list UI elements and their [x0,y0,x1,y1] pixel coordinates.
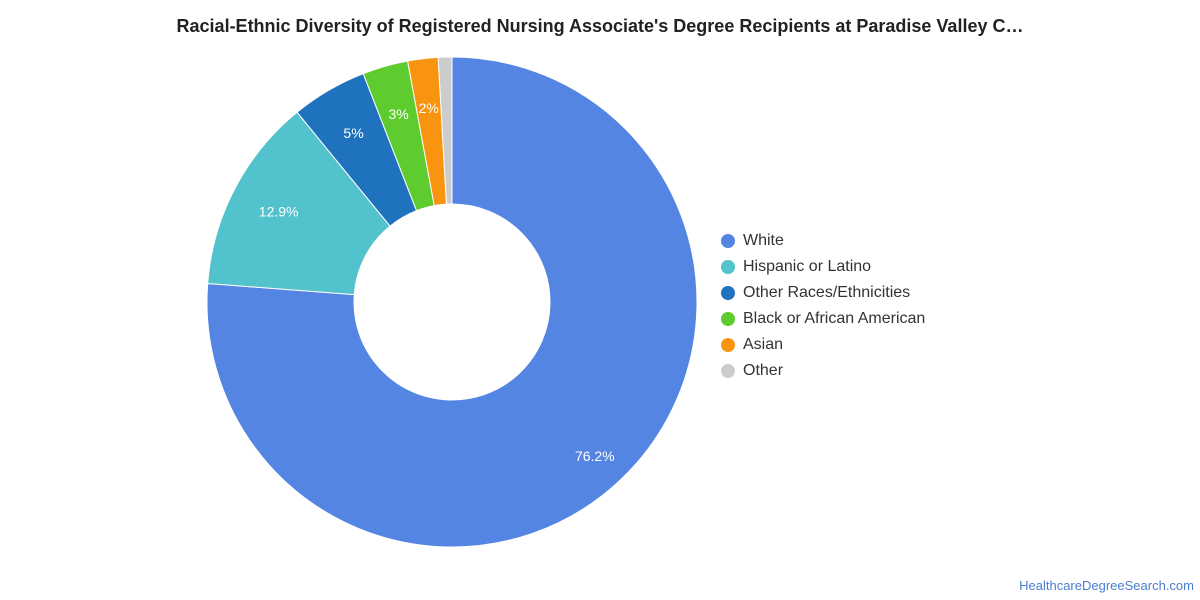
legend-label: Other Races/Ethnicities [743,284,911,301]
legend-swatch-icon [721,312,735,326]
slice-white[interactable] [206,56,698,548]
data-label-black-or-african-american: 3% [389,106,409,122]
legend-item-asian[interactable]: Asian [721,332,925,358]
legend-label: Hispanic or Latino [743,258,872,275]
source-link[interactable]: HealthcareDegreeSearch.com [1019,578,1194,593]
legend-swatch-icon [721,364,735,378]
legend-item-black-or-african-american[interactable]: Black or African American [721,306,925,332]
legend-label: Asian [743,336,784,353]
data-label-white: 76.2% [575,448,615,464]
data-label-hispanic-or-latino: 12.9% [259,204,299,220]
legend-item-other[interactable]: Other [721,358,925,384]
chart-title: Racial-Ethnic Diversity of Registered Nu… [176,16,1024,36]
legend-swatch-icon [721,286,735,300]
data-label-other-races-ethnicities: 5% [343,125,363,141]
slice-hispanic-or-latino[interactable] [207,111,391,296]
legend-item-other-races-ethnicities[interactable]: Other Races/Ethnicities [721,280,925,306]
legend-swatch-icon [721,338,735,352]
legend-swatch-icon [721,260,735,274]
legend-label: White [743,232,784,249]
legend-swatch-icon [721,234,735,248]
legend-item-hispanic-or-latino[interactable]: Hispanic or Latino [721,254,925,280]
legend-item-white[interactable]: White [721,228,925,254]
legend-label: Other [743,362,784,379]
legend: White Hispanic or Latino Other Races/Ethni… [721,228,925,384]
data-label-asian: 2% [419,100,439,116]
slice-other[interactable] [437,56,453,205]
legend-label: Black or African American [743,310,926,327]
